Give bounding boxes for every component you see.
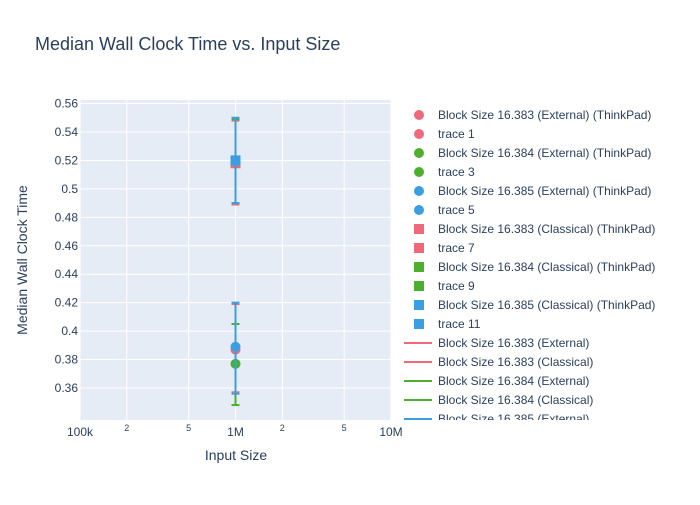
- x-minor-tick-label: 2: [124, 423, 129, 433]
- legend-label: Block Size 16.384 (External) (ThinkPad): [438, 146, 651, 160]
- legend-label: Block Size 16.384 (External): [438, 374, 589, 388]
- y-tick-label: 0.48: [55, 210, 79, 224]
- legend-symbol-square: [414, 224, 424, 234]
- x-minor-tick-label: 2: [280, 423, 285, 433]
- legend-label: trace 7: [438, 241, 475, 255]
- legend-label: Block Size 16.385 (External) (ThinkPad): [438, 184, 651, 198]
- data-point-square: [230, 155, 241, 166]
- legend-symbol-circle: [414, 110, 424, 120]
- legend-symbol-square: [414, 262, 424, 272]
- legend-symbol-circle: [414, 129, 424, 139]
- chart-title: Median Wall Clock Time vs. Input Size: [35, 34, 340, 54]
- legend-symbol-circle: [414, 205, 424, 215]
- legend-symbol-square: [414, 319, 424, 329]
- legend-symbol-square: [414, 281, 424, 291]
- y-tick-label: 0.52: [55, 153, 79, 167]
- y-tick-label: 0.42: [55, 296, 79, 310]
- y-tick-label: 0.56: [55, 97, 79, 111]
- legend-symbol-square: [414, 243, 424, 253]
- legend-symbol-circle: [414, 186, 424, 196]
- legend-label: Block Size 16.384 (Classical) (ThinkPad): [438, 260, 655, 274]
- y-tick-label: 0.54: [55, 125, 79, 139]
- legend-label: Block Size 16.385 (Classical) (ThinkPad): [438, 298, 655, 312]
- y-tick-label: 0.4: [61, 324, 78, 338]
- y-tick-label: 0.46: [55, 239, 79, 253]
- x-tick-label: 1M: [227, 425, 244, 439]
- y-axis-ticks: 0.36 0.38 0.4 0.42 0.44 0.46 0.48 0.5 0.52 0.54 0.…: [55, 97, 79, 395]
- legend-symbol-circle: [414, 148, 424, 158]
- x-tick-label: 100k: [67, 425, 94, 439]
- data-point-circle: [230, 341, 241, 352]
- data-marks: [230, 116, 241, 407]
- legend-symbol-circle: [414, 167, 424, 177]
- legend-label: Block Size 16.383 (External): [438, 336, 589, 350]
- legend-label: Block Size 16.385 (External): [438, 412, 589, 426]
- x-minor-tick-label: 5: [342, 423, 347, 433]
- y-tick-label: 0.44: [55, 267, 79, 281]
- legend-symbol-square: [414, 300, 424, 310]
- x-axis-ticks: 100k 1M 10M 2 5 2 5: [67, 423, 403, 439]
- legend-label: trace 9: [438, 279, 475, 293]
- legend-label: Block Size 16.383 (Classical) (ThinkPad): [438, 222, 655, 236]
- x-minor-tick-label: 5: [186, 423, 191, 433]
- y-tick-label: 0.38: [55, 353, 79, 367]
- legend-label: Block Size 16.384 (Classical): [438, 393, 593, 407]
- x-tick-label: 10M: [379, 425, 402, 439]
- x-axis-title: Input Size: [205, 447, 267, 463]
- y-tick-label: 0.5: [61, 182, 78, 196]
- legend-label: trace 5: [438, 203, 475, 217]
- legend-label: trace 11: [438, 317, 481, 331]
- legend-label: Block Size 16.383 (External) (ThinkPad): [438, 108, 651, 122]
- legend: Block Size 16.383 (External) (ThinkPad) t…: [404, 108, 655, 426]
- y-axis-title: Median Wall Clock Time: [14, 185, 30, 335]
- legend-label: trace 3: [438, 165, 475, 179]
- legend-label: trace 1: [438, 127, 475, 141]
- y-tick-label: 0.36: [55, 381, 79, 395]
- legend-label: Block Size 16.383 (Classical): [438, 355, 593, 369]
